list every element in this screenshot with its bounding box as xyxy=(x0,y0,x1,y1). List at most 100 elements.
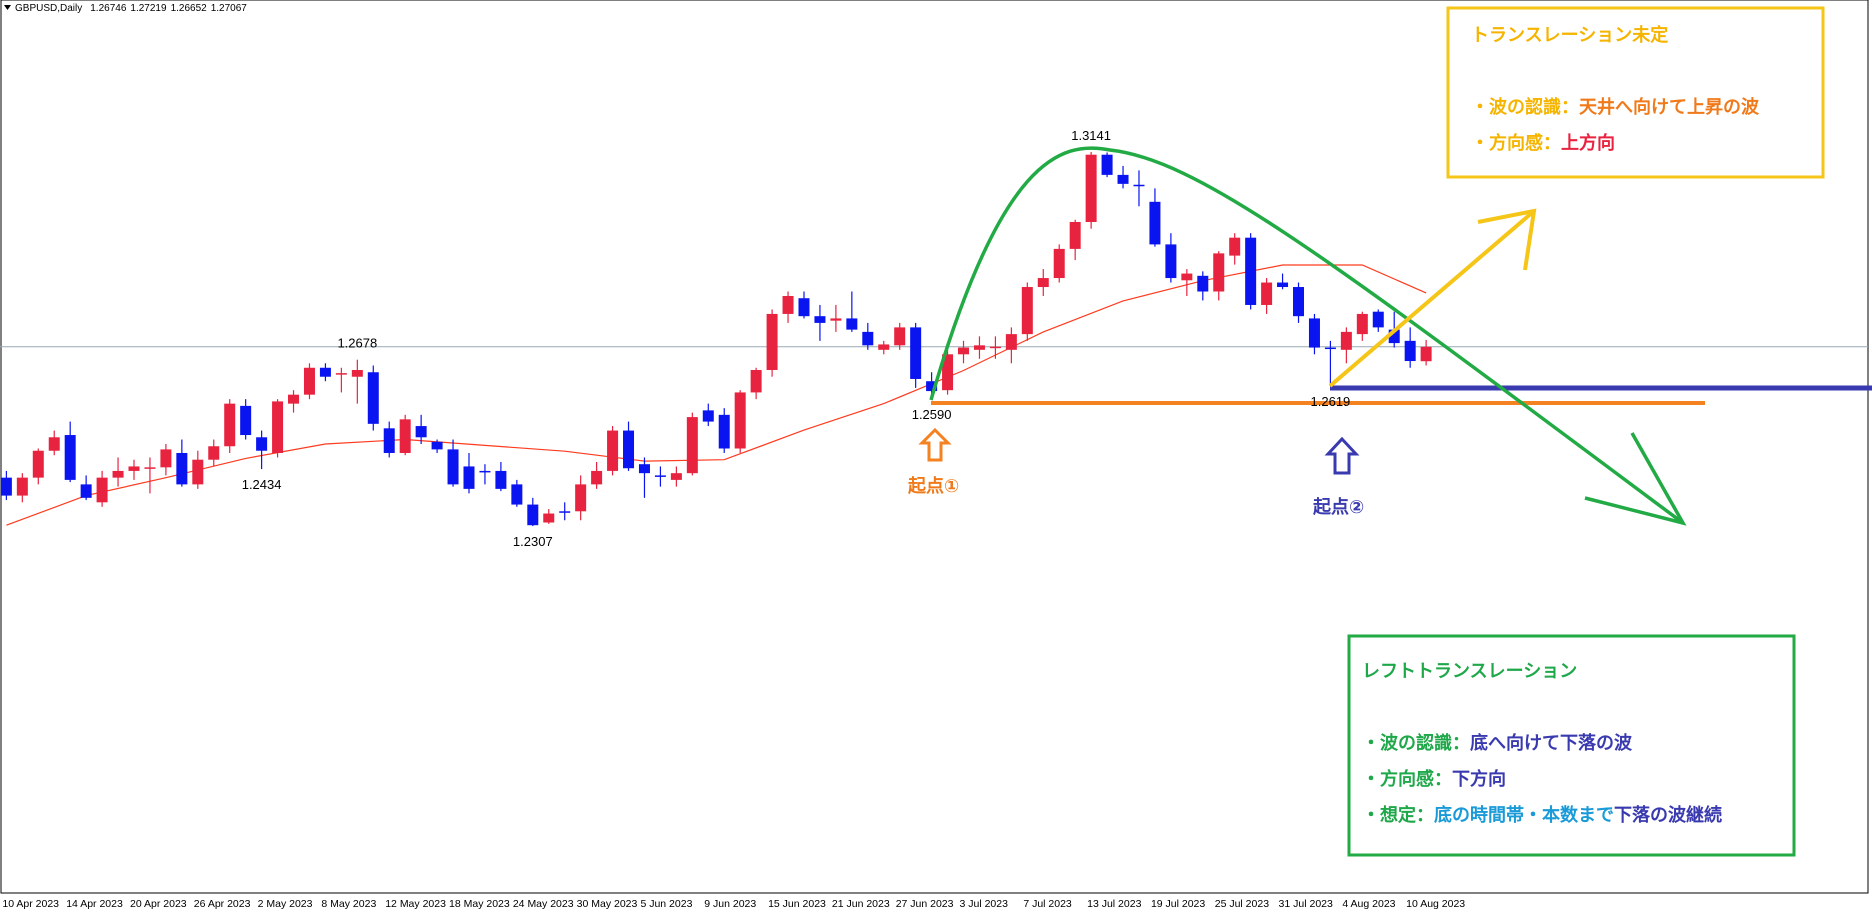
candle-body xyxy=(910,327,922,379)
candle-body xyxy=(1324,347,1336,350)
candle-body xyxy=(48,437,60,451)
candle-body xyxy=(1213,253,1225,292)
candle-body xyxy=(1404,340,1416,362)
start-arrow-2 xyxy=(1324,436,1360,475)
candle-body xyxy=(431,441,443,450)
x-tick-label: 9 Jun 2023 xyxy=(704,898,756,910)
candle-body xyxy=(319,367,331,377)
candle-body xyxy=(623,430,635,469)
lower-box-line: ・波の認識：底へ向けて下落の波 xyxy=(1362,729,1632,755)
candle-body xyxy=(1181,273,1193,281)
candle-body xyxy=(1069,221,1081,249)
candle-body xyxy=(766,313,778,371)
candle-body xyxy=(1229,237,1241,256)
candle-body xyxy=(702,410,714,422)
x-tick-label: 30 May 2023 xyxy=(577,898,638,910)
candle-body xyxy=(1101,154,1113,175)
candle-body xyxy=(894,327,906,346)
x-tick-label: 2 May 2023 xyxy=(258,898,313,910)
x-tick-label: 20 Apr 2023 xyxy=(130,898,187,910)
upper-box-line: ・方向感：上方向 xyxy=(1471,129,1615,155)
start-arrow-1 xyxy=(918,427,952,462)
price-label: 1.2678 xyxy=(337,336,377,351)
candle-body xyxy=(128,466,140,471)
candle-body xyxy=(559,511,571,513)
x-tick-label: 27 Jun 2023 xyxy=(896,898,954,910)
candle-body xyxy=(224,403,236,447)
x-tick-label: 3 Jul 2023 xyxy=(960,898,1009,910)
lower-box-line: ・方向感：下方向 xyxy=(1362,765,1506,791)
line-text: 下落の波継続 xyxy=(1614,805,1722,826)
x-tick-label: 12 May 2023 xyxy=(385,898,446,910)
candle-body xyxy=(830,318,842,321)
candle-body xyxy=(1165,244,1177,279)
price-label: 1.3141 xyxy=(1071,128,1111,143)
candle-body xyxy=(351,370,363,377)
header-open: 1.26746 xyxy=(90,3,127,14)
candle-body xyxy=(64,435,76,480)
x-tick-label: 13 Jul 2023 xyxy=(1087,898,1141,910)
candle-body xyxy=(989,346,1001,349)
x-tick-label: 26 Apr 2023 xyxy=(194,898,251,910)
candle-body xyxy=(1005,334,1017,350)
candle-body xyxy=(463,466,475,489)
plot xyxy=(0,152,1868,527)
candle-body xyxy=(383,428,395,453)
candle-body xyxy=(798,298,810,317)
candle-body xyxy=(1420,346,1432,362)
candle-body xyxy=(112,470,124,478)
candle-body xyxy=(782,295,794,314)
x-tick-label: 31 Jul 2023 xyxy=(1279,898,1333,910)
candle-body xyxy=(750,370,762,393)
x-tick-label: 24 May 2023 xyxy=(513,898,574,910)
candle-body xyxy=(734,392,746,449)
symbol: GBPUSD,Daily xyxy=(15,3,82,14)
candle-body xyxy=(1053,248,1065,279)
x-tick-label: 10 Aug 2023 xyxy=(1406,898,1465,910)
candle-body xyxy=(272,401,284,453)
candle-body xyxy=(335,373,347,375)
candle-body xyxy=(1261,282,1273,305)
x-tick-label: 14 Apr 2023 xyxy=(66,898,123,910)
price-label: 1.2434 xyxy=(242,477,282,492)
upper-box-title: トランスレーション未定 xyxy=(1471,25,1669,46)
candle-body xyxy=(1021,287,1033,335)
candle-body xyxy=(575,484,587,512)
upper-box xyxy=(1446,6,1825,179)
line-label: ・方向感： xyxy=(1471,133,1561,154)
candle-body xyxy=(654,475,666,477)
line-text: 底へ向けて下落の波 xyxy=(1470,733,1632,754)
candle-body xyxy=(511,484,523,505)
candle-body xyxy=(16,477,28,496)
line-label: ・波の認識： xyxy=(1471,97,1579,118)
x-tick-label: 18 May 2023 xyxy=(449,898,510,910)
line-text: 上方向 xyxy=(1561,133,1615,154)
line-text: 底の時間帯・本数まで xyxy=(1434,805,1614,826)
candle-body xyxy=(256,437,268,451)
menu-triangle xyxy=(4,5,11,10)
candle-body xyxy=(1340,331,1352,350)
candle-body xyxy=(862,331,874,346)
candle-body xyxy=(0,477,12,496)
candle-body xyxy=(447,449,459,485)
candle-body xyxy=(144,467,156,469)
candle-body xyxy=(1277,282,1289,288)
candle-body xyxy=(814,316,826,323)
line-label: ・方向感： xyxy=(1362,769,1452,790)
candle-body xyxy=(1197,275,1209,292)
candle-body xyxy=(1308,318,1320,348)
candle-body xyxy=(846,318,858,330)
candle-body xyxy=(495,470,507,489)
lower-box-line: ・想定：底の時間帯・本数まで下落の波継続 xyxy=(1362,801,1722,827)
candle-body xyxy=(686,417,698,474)
header-low: 1.26652 xyxy=(171,3,208,14)
start-label-1: 起点① xyxy=(908,476,960,497)
wave-curve xyxy=(929,146,1685,525)
lower-box-title: レフトトランスレーション xyxy=(1362,661,1578,682)
candle-body xyxy=(479,470,491,473)
candle-body xyxy=(527,504,539,526)
upper-box-line: ・波の認識：天井へ向けて上昇の波 xyxy=(1471,93,1759,119)
price-label: 1.2590 xyxy=(912,407,952,422)
